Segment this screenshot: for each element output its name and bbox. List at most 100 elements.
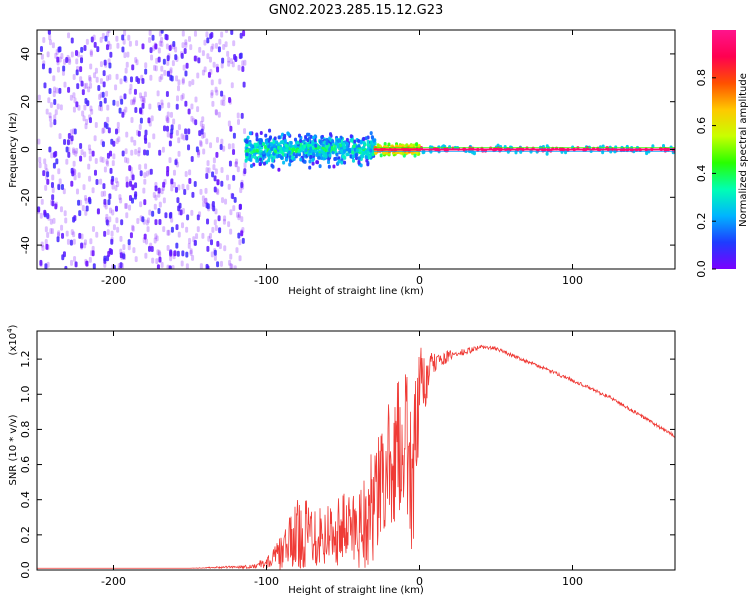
spectrogram-cell [198,46,202,53]
spectrogram-cell [98,94,102,101]
spectrogram-cell [81,110,85,117]
spectrogram-cell [213,249,217,256]
spectrogram-cell [44,184,48,191]
spectrogram-cell [193,181,197,188]
spectrogram-cell [134,107,138,114]
spectrogram-cell [165,115,169,122]
spectrogram-cell [72,74,76,81]
spectrogram-cell [70,259,74,266]
spectrogram-cell [209,142,213,149]
spectrogram-cell [232,205,236,212]
spectrogram-cell [119,252,123,259]
spectrogram-cell [267,158,271,163]
spectrogram-cell [108,193,112,200]
spectrogram-cell [236,211,240,218]
spectrogram-cell [165,43,169,50]
spectrogram-cell [292,147,296,152]
y-tick-label: 0.8 [19,421,32,439]
spectrogram-cell [194,96,198,103]
spectrogram-cell [227,183,231,190]
spectrogram-cell [207,235,211,242]
spectrogram-cell [143,233,147,240]
spectrogram-cell [279,149,283,154]
spectrogram-cell [204,187,208,194]
spectrogram-cell [354,153,358,158]
spectrogram-cell [155,57,159,64]
spectrogram-cell [307,152,311,157]
spectrogram-cell [170,185,174,192]
spectrogram-cell [503,144,507,149]
spectrogram-cell [235,158,239,165]
spectrogram-cell [270,147,274,152]
spectrogram-cell [156,249,160,256]
spectrogram-cell [359,163,363,168]
spectrogram-cell [51,200,55,207]
spectrogram-cell [40,241,44,248]
spectrogram-cell [224,30,228,34]
spectrogram-cell [176,95,180,102]
spectrogram-cell [366,142,370,147]
spectrogram-cell [150,246,154,253]
spectrogram-cell [158,256,162,263]
y-tick-label: 1.2 [19,350,32,368]
spectrogram-cell [80,243,84,250]
spectrogram-cell [47,214,51,221]
spectrogram-cell [514,150,518,155]
spectrogram-cell [214,225,218,232]
spectrogram-cell [88,198,92,205]
spectrogram-cell [195,146,199,153]
spectrogram-cell [165,125,169,132]
spectrogram-cell [240,229,244,236]
spectrogram-cell [221,197,225,204]
spectrogram-cell [72,238,76,245]
spectrogram-cell [193,55,197,62]
spectrogram-cell [157,249,161,256]
spectrogram-cell [135,59,139,66]
spectrogram-cell [164,212,168,219]
spectrogram-cell [127,244,131,251]
spectrogram-cell [279,146,283,151]
spectrogram-cell [188,237,192,244]
spectrogram-cell [228,160,232,167]
spectrogram-cell [177,79,181,86]
spectrogram-cell [99,78,103,85]
spectrogram-cell [78,210,82,217]
spectrogram-cell [125,131,129,138]
spectrogram-cell [137,78,141,85]
spectrogram-cell [202,148,206,155]
spectrogram-cell [264,140,268,145]
spectrogram-cell [369,148,373,153]
x-tick-label: -200 [101,575,126,588]
spectrogram-cell [413,153,417,158]
spectrogram-cell [63,210,67,217]
spectrogram-cell [210,79,214,86]
spectrogram-cell [175,242,179,249]
spectrogram-cell [220,31,224,38]
spectrogram-cell [106,229,110,236]
spectrogram-cell [362,141,366,146]
spectrogram-cell [180,52,184,59]
spectrogram-cell [415,142,419,147]
spectrogram-cell [166,55,170,62]
spectrogram-cell [143,91,147,98]
spectrogram-cell [70,51,74,58]
spectrogram-cell [240,179,244,186]
spectrogram-cell [332,164,336,169]
spectrogram-cell [95,76,99,83]
colorbar-bar [712,30,736,269]
spectrogram-cell [205,31,209,38]
spectrogram-cell [421,150,425,155]
spectrogram-cell [137,130,141,137]
spectrogram-cell [359,140,363,145]
spectrogram-cell [215,89,219,96]
spectrogram-cell [56,236,60,243]
spectrogram-cell [131,225,135,232]
spectrogram-cell [101,156,105,163]
snr-y-scale-base: (x10 [8,333,19,356]
spectrogram-cell [331,150,335,155]
spectrogram-cell [210,89,214,96]
spectrogram-cell [124,203,128,210]
spectrogram-cell [177,205,181,212]
spectrogram-cell [357,160,361,165]
